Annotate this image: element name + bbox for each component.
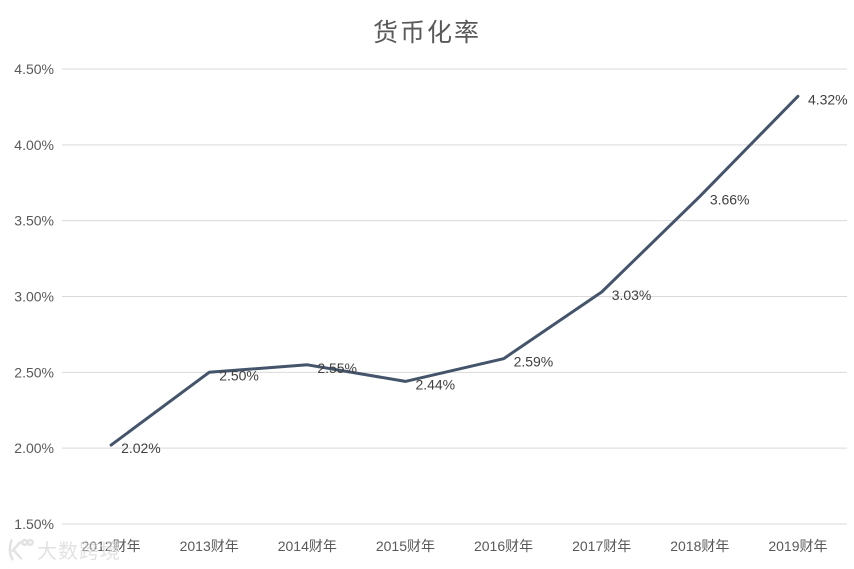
y-axis-tick-label: 4.50%	[14, 61, 54, 77]
y-axis-tick-label: 4.00%	[14, 137, 54, 153]
data-point-label: 2.44%	[415, 376, 455, 392]
y-axis-tick-label: 1.50%	[14, 516, 54, 532]
y-axis-tick-label: 2.00%	[14, 440, 54, 456]
x-axis-tick-label: 2019财年	[768, 538, 827, 554]
chart-title: 货币化率	[372, 19, 481, 47]
x-axis-tick-label: 2015财年	[376, 538, 435, 554]
data-point-label: 2.55%	[317, 360, 357, 376]
data-point-label: 3.03%	[612, 287, 652, 303]
data-point-label: 2.59%	[514, 354, 554, 370]
data-line	[109, 94, 800, 447]
x-axis-tick-label: 2016财年	[474, 538, 533, 554]
data-point-label: 4.32%	[808, 91, 848, 107]
x-axis-tick-label: 2013财年	[180, 538, 239, 554]
x-axis-tick-label: 2014财年	[278, 538, 337, 554]
y-axis-tick-label: 3.00%	[14, 289, 54, 305]
data-point-label: 3.66%	[710, 191, 750, 207]
y-axis-tick-label: 3.50%	[14, 213, 54, 229]
y-axis-tick-label: 2.50%	[14, 364, 54, 380]
x-axis-tick-label: 2012财年	[81, 538, 140, 554]
data-point-label: 2.02%	[121, 440, 161, 456]
x-axis-tick-label: 2018财年	[670, 538, 729, 554]
data-point-label: 2.50%	[219, 367, 259, 383]
x-axis-tick-label: 2017财年	[572, 538, 631, 554]
